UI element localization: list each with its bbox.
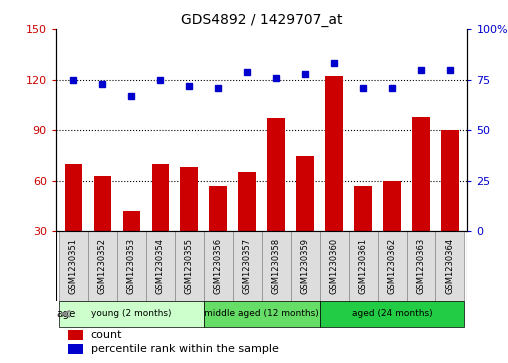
Text: GSM1230351: GSM1230351 [69,238,78,294]
Bar [175,232,204,301]
Bar [267,118,285,232]
Text: GSM1230358: GSM1230358 [272,238,280,294]
Bar [146,232,175,301]
Text: aged (24 months): aged (24 months) [352,309,432,318]
Bar [262,232,291,301]
Bar [122,211,140,232]
Bar [93,176,111,232]
Bar [204,301,320,327]
Bar [348,232,377,301]
Bar [204,232,233,301]
Bar [209,186,227,232]
Bar [59,301,204,327]
Text: count: count [91,330,122,340]
Bar [384,181,401,232]
Title: GDS4892 / 1429707_at: GDS4892 / 1429707_at [181,13,342,26]
Text: GSM1230356: GSM1230356 [214,238,223,294]
Text: percentile rank within the sample: percentile rank within the sample [91,344,279,354]
Bar [320,301,464,327]
Text: GSM1230363: GSM1230363 [417,238,426,294]
Bar [377,232,406,301]
Bar [320,232,348,301]
Text: GSM1230362: GSM1230362 [388,238,397,294]
Bar [238,172,256,232]
Bar [291,232,320,301]
Text: young (2 months): young (2 months) [91,309,172,318]
Bar [68,330,83,340]
Bar [233,232,262,301]
Bar [180,167,198,232]
Bar [117,232,146,301]
Text: GSM1230353: GSM1230353 [126,238,136,294]
Bar [355,186,372,232]
Text: GSM1230352: GSM1230352 [98,238,107,294]
Text: GSM1230359: GSM1230359 [301,238,309,294]
Text: GSM1230357: GSM1230357 [243,238,251,294]
Bar [296,155,314,232]
Bar [406,232,435,301]
Text: GSM1230354: GSM1230354 [155,238,165,294]
Text: GSM1230355: GSM1230355 [185,238,194,294]
Text: GSM1230361: GSM1230361 [359,238,368,294]
Text: GSM1230364: GSM1230364 [446,238,455,294]
Text: GSM1230360: GSM1230360 [330,238,338,294]
Bar [65,164,82,232]
Bar [59,232,88,301]
Bar [151,164,169,232]
Bar [435,232,464,301]
Text: age: age [56,309,76,319]
Bar [68,344,83,354]
Bar [412,117,430,232]
Bar [325,76,343,232]
Text: middle aged (12 months): middle aged (12 months) [204,309,319,318]
Bar [441,130,459,232]
Bar [88,232,117,301]
